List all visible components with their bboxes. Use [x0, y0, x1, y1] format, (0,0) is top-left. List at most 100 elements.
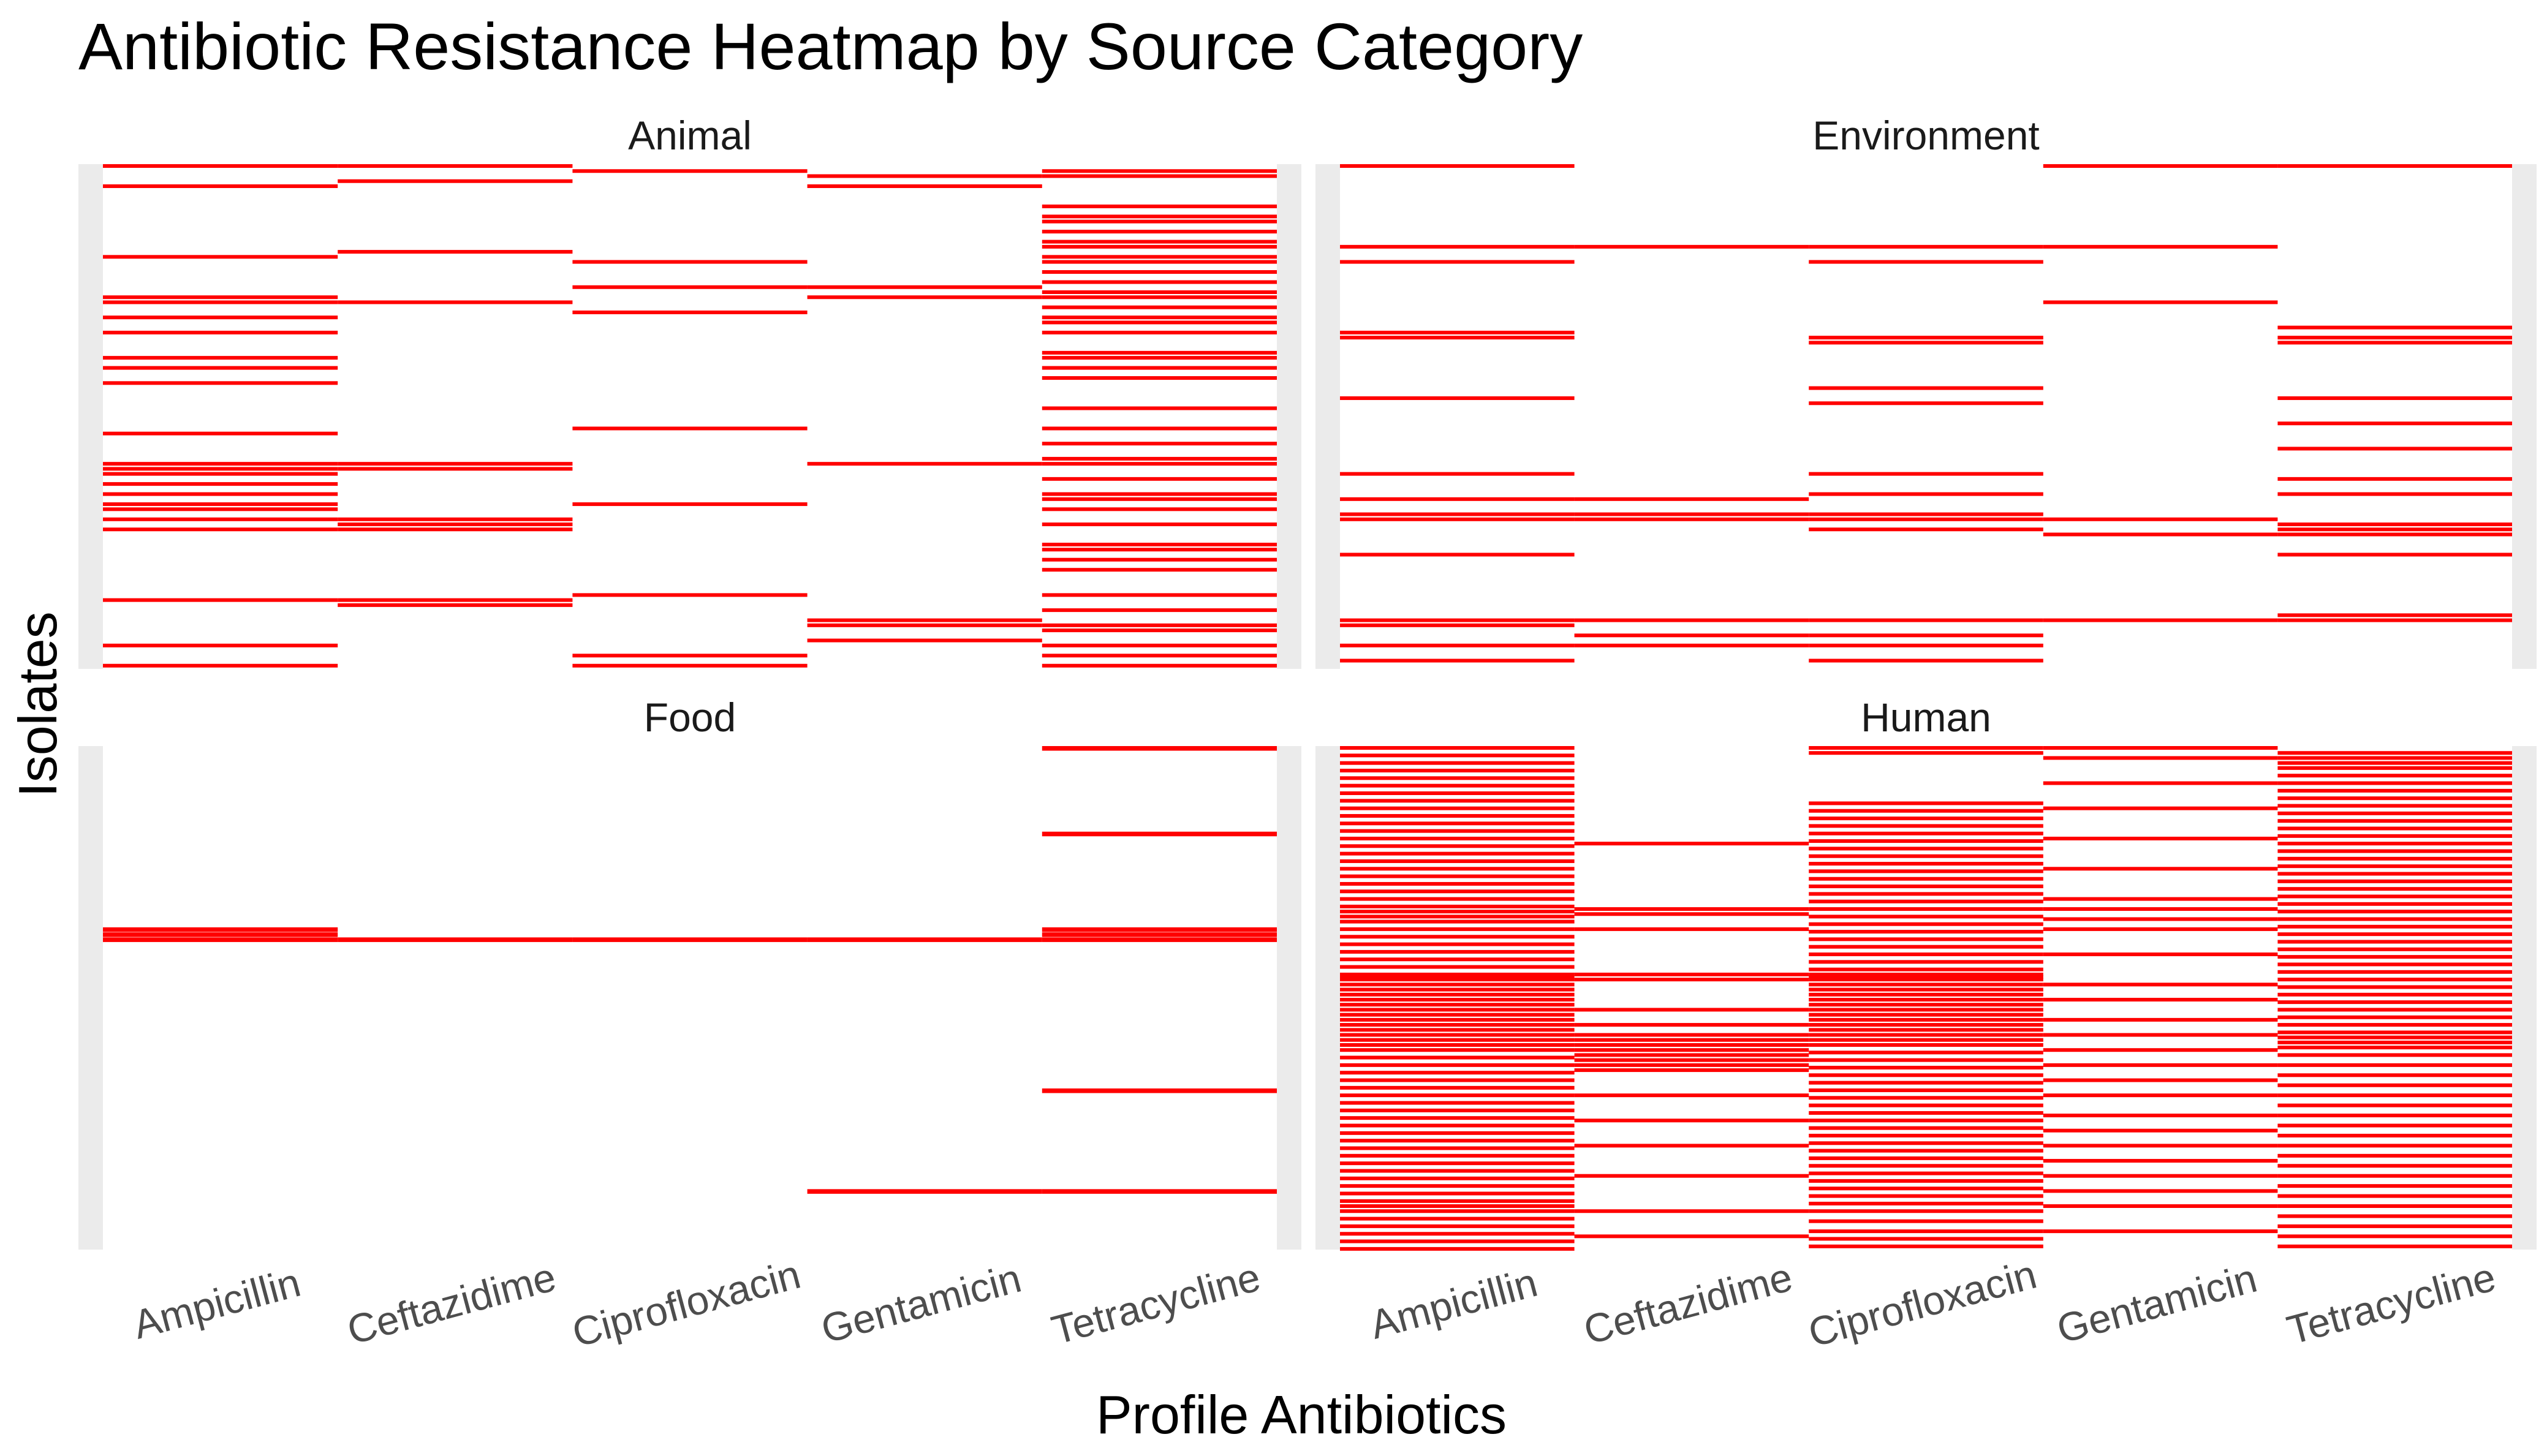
cell-environment-ciprofloxacin-11 [1809, 618, 2043, 622]
cell-human-tetracycline-1 [2277, 756, 2512, 760]
cell-human-ampicillin-27 [1340, 942, 1575, 946]
cell-human-ceftazidime-14 [1574, 1063, 1809, 1067]
cell-human-ciprofloxacin-63 [1809, 1219, 2043, 1223]
cell-animal-ciprofloxacin-4 [572, 426, 808, 431]
panel-grid-strip-left [78, 164, 103, 669]
cell-human-tetracycline-21 [2277, 902, 2512, 906]
cell-human-ampicillin-51 [1340, 1078, 1575, 1082]
x-tick-ciprofloxacin-food: Ciprofloxacin [567, 1251, 805, 1356]
cell-animal-ciprofloxacin-7 [572, 654, 808, 658]
cell-human-ceftazidime-7 [1574, 1023, 1809, 1027]
cell-human-ampicillin-41 [1340, 1017, 1575, 1022]
cell-human-ciprofloxacin-1 [1809, 751, 2043, 755]
cell-animal-gentamicin-1 [807, 184, 1042, 188]
cell-animal-tetracycline-35 [1042, 568, 1277, 572]
cell-human-ciprofloxacin-52 [1809, 1133, 2043, 1137]
cell-human-tetracycline-18 [2277, 879, 2512, 883]
cell-animal-tetracycline-41 [1042, 654, 1277, 658]
cell-human-tetracycline-40 [2277, 1040, 2512, 1044]
x-tick-gentamicin-human: Gentamicin [2052, 1255, 2261, 1352]
cell-animal-tetracycline-40 [1042, 643, 1277, 647]
cell-animal-ampicillin-8 [103, 366, 338, 370]
cell-human-tetracycline-27 [2277, 947, 2512, 951]
cell-animal-tetracycline-8 [1042, 255, 1277, 259]
cell-human-ciprofloxacin-38 [1809, 1033, 2043, 1037]
cell-environment-ciprofloxacin-0 [1809, 244, 2043, 249]
cell-human-tetracycline-5 [2277, 781, 2512, 785]
cell-human-tetracycline-9 [2277, 811, 2512, 815]
cell-human-ciprofloxacin-34 [1809, 1013, 2043, 1017]
cell-human-ampicillin-59 [1340, 1139, 1575, 1143]
cell-animal-ceftazidime-3 [338, 300, 573, 304]
cell-human-ampicillin-68 [1340, 1204, 1575, 1209]
cell-human-ciprofloxacin-50 [1809, 1118, 2043, 1123]
cell-human-ciprofloxacin-23 [1809, 960, 2043, 964]
cell-human-ampicillin-60 [1340, 1146, 1575, 1150]
cell-human-tetracycline-50 [2277, 1133, 2512, 1137]
cell-animal-tetracycline-18 [1042, 350, 1277, 355]
cell-food-ampicillin-2 [103, 937, 338, 942]
cell-human-tetracycline-45 [2277, 1083, 2512, 1087]
cell-animal-gentamicin-0 [807, 174, 1042, 178]
cell-environment-ampicillin-5 [1340, 396, 1575, 401]
cell-human-tetracycline-58 [2277, 1214, 2512, 1218]
cell-environment-ciprofloxacin-7 [1809, 492, 2043, 496]
cell-animal-ampicillin-7 [103, 356, 338, 360]
cell-animal-ampicillin-15 [103, 492, 338, 496]
cell-environment-ciprofloxacin-13 [1809, 643, 2043, 647]
cell-human-ciprofloxacin-59 [1809, 1186, 2043, 1191]
cell-food-ampicillin-1 [103, 932, 338, 937]
cell-human-ciprofloxacin-58 [1809, 1179, 2043, 1183]
cell-animal-ampicillin-0 [103, 164, 338, 168]
cell-environment-ciprofloxacin-5 [1809, 401, 2043, 405]
cell-animal-ciprofloxacin-6 [572, 593, 808, 597]
x-tick-ampicillin-human: Ampicillin [1365, 1259, 1542, 1348]
cell-human-ampicillin-24 [1340, 919, 1575, 924]
cell-environment-tetracycline-9 [2277, 522, 2512, 527]
cell-human-ampicillin-65 [1340, 1184, 1575, 1188]
cell-animal-tetracycline-3 [1042, 214, 1277, 219]
cell-animal-ampicillin-17 [103, 507, 338, 511]
cell-human-gentamicin-18 [2043, 1093, 2278, 1098]
cell-human-ampicillin-44 [1340, 1033, 1575, 1037]
cell-animal-tetracycline-22 [1042, 406, 1277, 410]
cell-environment-ampicillin-10 [1340, 553, 1575, 557]
cell-environment-gentamicin-5 [2043, 618, 2278, 622]
cell-human-ciprofloxacin-31 [1809, 998, 2043, 1001]
cell-food-tetracycline-4 [1042, 937, 1277, 942]
cell-human-ampicillin-5 [1340, 783, 1575, 788]
cell-human-ampicillin-21 [1340, 904, 1575, 908]
cell-animal-gentamicin-6 [807, 623, 1042, 627]
cell-animal-tetracycline-24 [1042, 442, 1277, 446]
panel-grid-strip-right [2512, 746, 2537, 1250]
cell-environment-ceftazidime-1 [1574, 497, 1809, 501]
cell-food-tetracycline-0 [1042, 746, 1277, 751]
cell-human-ciprofloxacin-46 [1809, 1088, 2043, 1092]
cell-animal-tetracycline-39 [1042, 628, 1277, 633]
cell-human-tetracycline-46 [2277, 1093, 2512, 1098]
panel-grid-strip-left [78, 746, 103, 1250]
cell-human-ceftazidime-15 [1574, 1068, 1809, 1073]
cell-animal-ciprofloxacin-1 [572, 260, 808, 264]
cell-human-gentamicin-0 [2043, 746, 2278, 750]
cell-environment-ciprofloxacin-12 [1809, 633, 2043, 638]
cell-human-tetracycline-31 [2277, 978, 2512, 982]
cell-human-ampicillin-37 [1340, 998, 1575, 1001]
cell-human-tetracycline-48 [2277, 1114, 2512, 1118]
cell-human-ampicillin-9 [1340, 813, 1575, 818]
cell-environment-ampicillin-1 [1340, 244, 1575, 249]
cell-human-ampicillin-35 [1340, 987, 1575, 992]
cell-human-ceftazidime-2 [1574, 912, 1809, 916]
cell-human-ampicillin-20 [1340, 897, 1575, 901]
cell-human-ampicillin-0 [1340, 746, 1575, 750]
cell-animal-ciprofloxacin-3 [572, 310, 808, 314]
cell-human-ciprofloxacin-7 [1809, 839, 2043, 843]
cell-animal-gentamicin-5 [807, 618, 1042, 622]
cell-human-ampicillin-30 [1340, 965, 1575, 969]
cell-animal-ampicillin-4 [103, 300, 338, 304]
facet-label-environment: Environment [1812, 113, 2040, 158]
cell-human-ciprofloxacin-28 [1809, 983, 2043, 987]
cell-environment-ceftazidime-5 [1574, 633, 1809, 638]
cell-human-gentamicin-1 [2043, 756, 2278, 760]
cell-environment-ampicillin-7 [1340, 497, 1575, 501]
